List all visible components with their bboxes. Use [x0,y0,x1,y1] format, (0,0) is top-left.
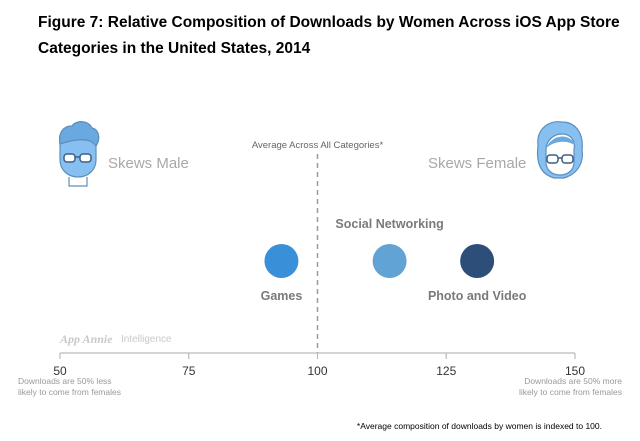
point-label-photo-and-video: Photo and Video [428,289,527,303]
male-icon [59,121,100,187]
title-line-1: Figure 7: Relative Composition of Downlo… [38,14,620,31]
point-photo-and-video [460,244,495,278]
x-tick-label-150: 150 [565,364,585,378]
footnote: *Average composition of downloads by wom… [356,421,602,431]
skews-male-label: Skews Male [108,155,189,172]
x-tick-label-100: 100 [307,364,327,378]
x-tick-label-75: 75 [182,364,196,378]
point-label-games: Games [261,289,303,303]
left-axis-note-line-2: likely to come from females [18,387,121,397]
skews-female-label: Skews Female [428,155,526,172]
x-tick-label-50: 50 [53,364,67,378]
chart-title: Figure 7: Relative Composition of Downlo… [38,10,620,62]
right-axis-note-line-1: Downloads are 50% more [524,376,622,386]
right-axis-note: Downloads are 50% more likely to come fr… [519,376,622,397]
point-social-networking [372,244,407,278]
watermark-brand: App Annie [59,332,113,346]
title-line-2: Categories in the United States, 2014 [38,40,311,57]
female-icon [536,121,583,179]
point-games [264,244,299,278]
watermark-suffix: Intelligence [121,334,172,345]
left-axis-note-line-1: Downloads are 50% less [18,376,112,386]
point-label-social-networking: Social Networking [335,217,443,231]
watermark: App Annie Intelligence [59,332,172,346]
right-axis-note-line-2: likely to come from females [519,387,622,397]
x-tick-label-125: 125 [436,364,456,378]
reference-line-label: Average Across All Categories* [252,140,384,151]
left-axis-note: Downloads are 50% less likely to come fr… [18,376,121,397]
